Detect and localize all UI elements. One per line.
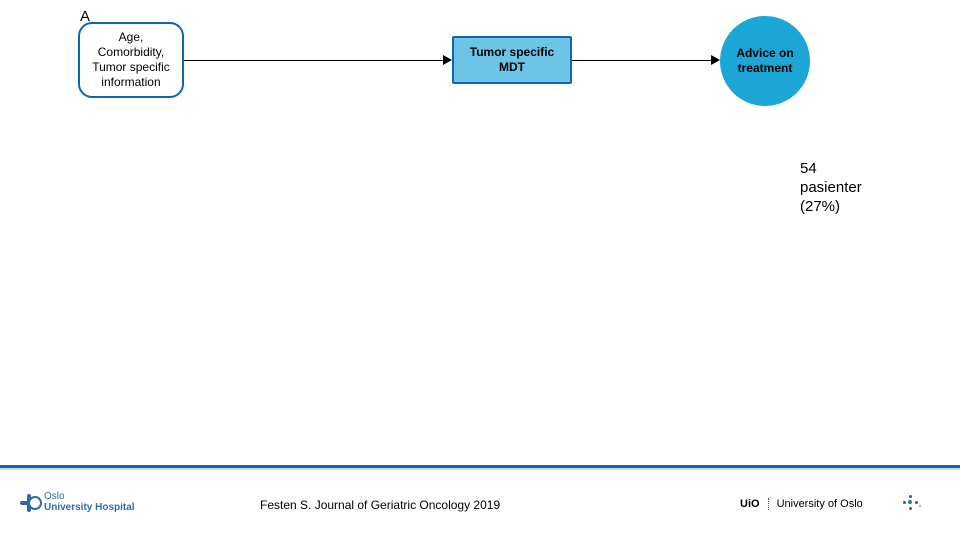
- node-mdt-text: Tumor specific MDT: [470, 45, 554, 75]
- dot-grid-icon: [900, 492, 922, 514]
- slide-root: A Age, Comorbidity, Tumor specific infor…: [0, 0, 960, 540]
- node-advice-text: Advice on treatment: [736, 46, 793, 76]
- logo-uio: UiO University of Oslo: [740, 498, 863, 510]
- node-mdt: Tumor specific MDT: [452, 36, 572, 84]
- uio-short: UiO: [740, 498, 760, 510]
- node-input-text: Age, Comorbidity, Tumor specific informa…: [92, 30, 170, 90]
- footer-citation: Festen S. Journal of Geriatric Oncology …: [260, 498, 500, 512]
- logo-left-line2: University Hospital: [44, 503, 135, 514]
- uio-separator-icon: [768, 498, 769, 510]
- logo-oslo-hospital: Oslo University Hospital: [20, 492, 135, 513]
- uio-full: University of Oslo: [777, 498, 863, 510]
- logo-left-line1: Oslo: [44, 492, 135, 503]
- annotation-patients: 54 pasienter (27%): [800, 160, 862, 216]
- footer-separator: [0, 465, 960, 470]
- hospital-mark-icon: [20, 494, 38, 512]
- node-input: Age, Comorbidity, Tumor specific informa…: [78, 22, 184, 98]
- node-advice: Advice on treatment: [720, 16, 810, 106]
